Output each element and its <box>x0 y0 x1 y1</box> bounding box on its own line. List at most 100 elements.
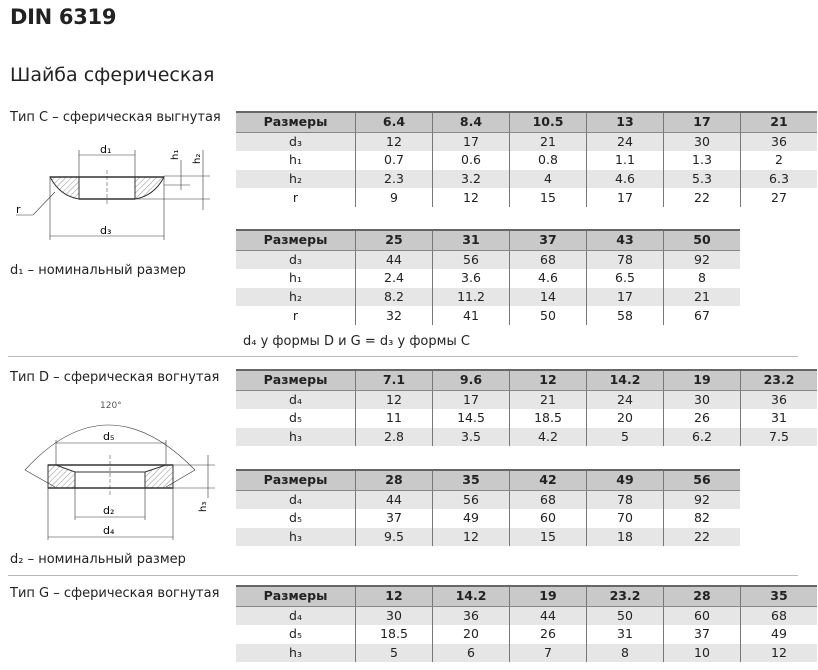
table-cell: 8 <box>586 643 664 663</box>
column-header-size: 28 <box>663 584 741 607</box>
column-header-size: 42 <box>509 468 587 491</box>
table-row: d₄ 12 17 21 24 30 36 <box>236 390 817 410</box>
column-header-size: 23.2 <box>586 584 664 607</box>
table-header-row: Размеры 6.4 8.4 10.5 13 17 21 <box>236 110 817 133</box>
table-row: d₄ 44 56 68 78 92 <box>236 490 740 510</box>
table-cell: 31 <box>586 625 664 644</box>
table-cell: 15 <box>509 527 587 547</box>
table-row: d₄ 30 36 44 50 60 68 <box>236 606 817 626</box>
page-title: DIN 6319 <box>10 5 117 29</box>
table-cell: 32 <box>355 306 433 325</box>
row-label: r <box>292 307 299 323</box>
table-cell: 3.5 <box>432 427 510 447</box>
column-header-size: 50 <box>663 228 740 251</box>
dimensions-table: Размеры 12 14.2 19 23.2 28 35 d₄ 30 36 44 50 60 68 d₅ 1… <box>236 584 817 663</box>
table-row: d₃ 44 56 68 78 92 <box>236 250 740 270</box>
table-cell: 56 <box>432 250 510 270</box>
table-cell: 8 <box>663 269 740 288</box>
section-divider <box>8 356 798 357</box>
table-cell: 20 <box>586 409 664 428</box>
table-cell: 22 <box>663 188 741 207</box>
column-header-size: 13 <box>586 110 664 133</box>
table-cell: 7.5 <box>740 427 817 447</box>
table-row: h₁ 2.4 3.6 4.6 6.5 8 <box>236 269 740 288</box>
row-label: d₄ <box>236 606 356 626</box>
table-cell: 1.3 <box>663 151 741 170</box>
table-cell: 4.2 <box>509 427 587 447</box>
table-cell: 44 <box>355 490 433 510</box>
table-cell: 41 <box>432 306 510 325</box>
table-cell: 21 <box>663 287 740 307</box>
table-row: d₅ 18.5 20 26 31 37 49 <box>236 625 817 644</box>
table-cell: 60 <box>663 606 741 626</box>
table-cell: 36 <box>432 606 510 626</box>
table-row: h₃ 5 6 7 8 10 12 <box>236 643 817 663</box>
table-cell: 27 <box>740 188 817 207</box>
table-cell: 36 <box>740 132 817 152</box>
row-label: h₃ <box>236 527 356 547</box>
column-header-size: 6.4 <box>355 110 433 133</box>
column-header-size: 9.6 <box>432 368 510 391</box>
drawing-label-angle: 120° <box>100 401 122 411</box>
column-header-size: 14.2 <box>432 584 510 607</box>
row-label: d₃ <box>236 250 356 270</box>
table-cell: 18.5 <box>355 625 433 644</box>
row-label: h₂ <box>236 169 356 189</box>
table-row: h₂ 8.2 11.2 14 17 21 <box>236 287 740 307</box>
table-row: d₅ 11 14.5 18.5 20 26 31 <box>236 409 817 428</box>
column-header-size: 19 <box>509 584 587 607</box>
table-cell: 21 <box>509 390 587 410</box>
dimensions-table: Размеры 7.1 9.6 12 14.2 19 23.2 d₄ 12 17 21 24 30 36 d… <box>236 368 817 447</box>
column-header-size: 12 <box>355 584 433 607</box>
column-header-size: 19 <box>663 368 741 391</box>
page-subtitle: Шайба сферическая <box>10 64 215 86</box>
table-cell: 26 <box>509 625 587 644</box>
table-cell: 2 <box>740 151 817 170</box>
table-cell: 2.8 <box>355 427 433 447</box>
type-d-label: Тип D – сферическая вогнутая <box>10 370 220 385</box>
table-cell: 12 <box>355 132 433 152</box>
table-cell: 17 <box>586 188 664 207</box>
type-c-nominal-note: d₁ – номинальный размер <box>10 263 186 278</box>
row-label: d₅ <box>289 410 302 426</box>
table-cell: 37 <box>663 625 741 644</box>
table-cell: 17 <box>432 390 510 410</box>
column-header-sizes: Размеры <box>236 468 356 491</box>
column-header-size: 23.2 <box>740 368 817 391</box>
table-cell: 4.6 <box>586 169 664 189</box>
table-cell: 17 <box>586 287 664 307</box>
dimensions-table: Размеры 25 31 37 43 50 d₃ 44 56 68 78 92 h₁ 2.4 3.6 4.6… <box>236 228 740 325</box>
drawing-label-d5: d₅ <box>103 430 114 443</box>
row-label: h₃ <box>236 427 356 447</box>
table-cell: 49 <box>432 509 510 528</box>
row-label: r <box>292 189 299 205</box>
table-cell: 8.2 <box>355 287 433 307</box>
table-cell: 6.2 <box>663 427 741 447</box>
column-header-size: 25 <box>355 228 433 251</box>
table-cell: 11.2 <box>432 287 510 307</box>
drawing-label-d4: d₄ <box>103 524 115 537</box>
table-cell: 10 <box>663 643 741 663</box>
column-header-sizes: Размеры <box>236 584 356 607</box>
table-cell: 2.4 <box>355 269 433 288</box>
row-label: d₅ <box>289 510 302 526</box>
table-cell: 12 <box>432 188 510 207</box>
dimensions-table: Размеры 6.4 8.4 10.5 13 17 21 d₃ 12 17 21 24 30 36 h₁ 0… <box>236 110 817 207</box>
table-row: h₂ 2.3 3.2 4 4.6 5.3 6.3 <box>236 169 817 189</box>
table-cell: 30 <box>663 132 741 152</box>
table-cell: 11 <box>355 409 433 428</box>
table-cell: 68 <box>509 490 587 510</box>
table-header-row: Размеры 7.1 9.6 12 14.2 19 23.2 <box>236 368 817 391</box>
table-cell: 4.6 <box>509 269 587 288</box>
table-cell: 7 <box>509 643 587 663</box>
table-cell: 37 <box>355 509 433 528</box>
table-cell: 18 <box>586 527 664 547</box>
table-row: d₃ 12 17 21 24 30 36 <box>236 132 817 152</box>
table-cell: 5 <box>355 643 433 663</box>
drawing-label-d1: d₁ <box>100 143 111 156</box>
table-cell: 9 <box>355 188 433 207</box>
table-cell: 12 <box>355 390 433 410</box>
table-row: d₅ 37 49 60 70 82 <box>236 509 740 528</box>
table-row: r 9 12 15 17 22 27 <box>236 188 817 207</box>
table-row: r 32 41 50 58 67 <box>236 306 740 325</box>
